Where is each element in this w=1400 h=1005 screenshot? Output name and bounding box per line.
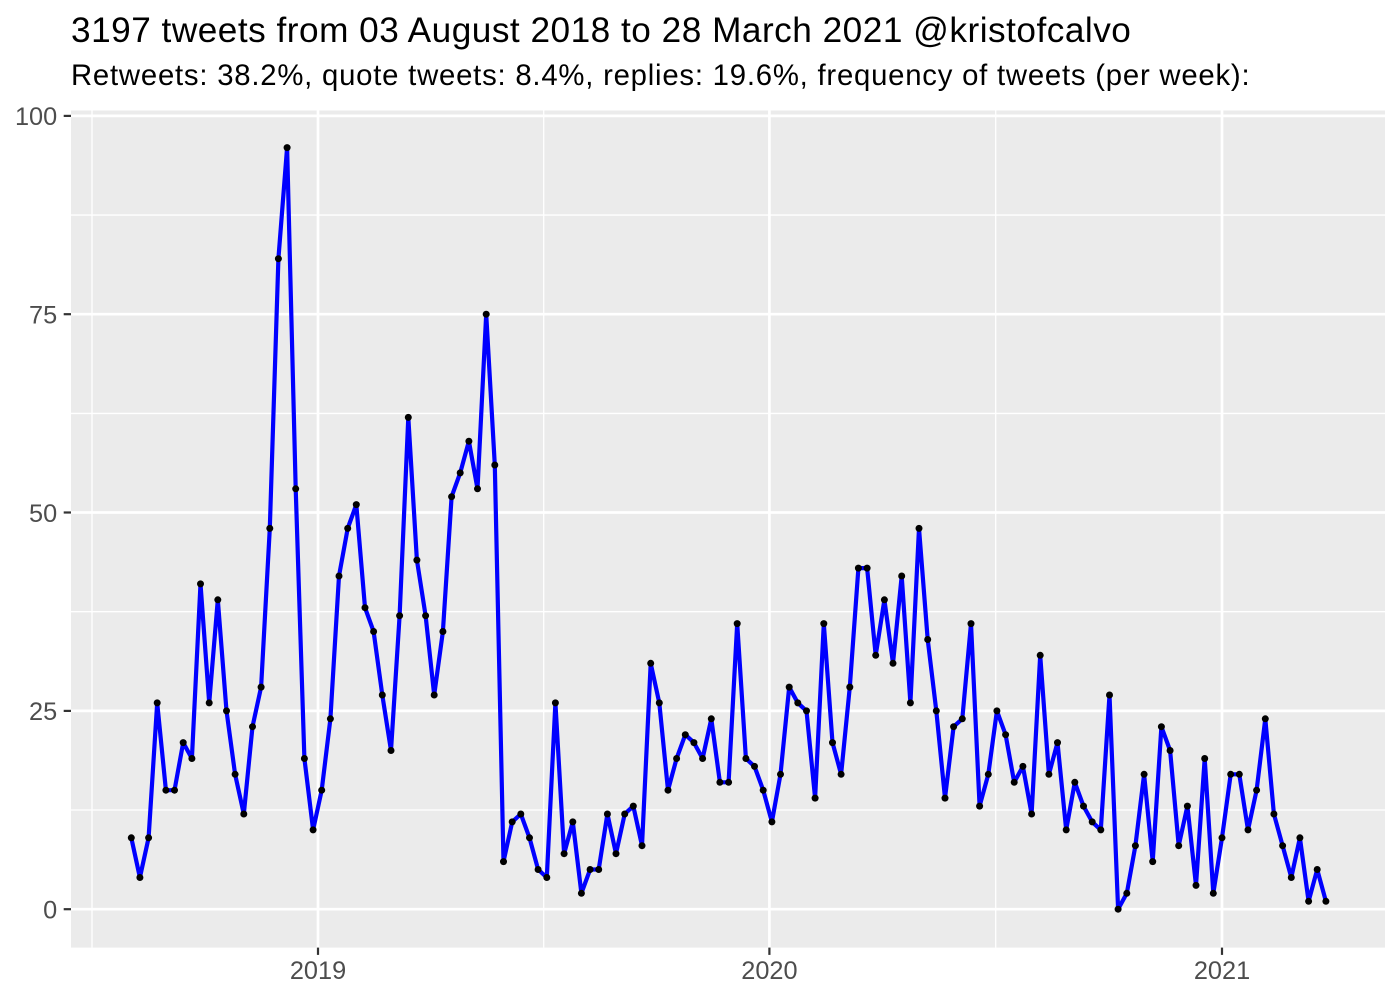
svg-text:3197 tweets from 03 August 201: 3197 tweets from 03 August 2018 to 28 Ma… (71, 11, 1131, 50)
svg-text:2021: 2021 (1194, 957, 1250, 985)
svg-text:25: 25 (29, 698, 57, 726)
svg-text:Retweets: 38.2%, quote tweets:: Retweets: 38.2%, quote tweets: 8.4%, rep… (71, 59, 1250, 92)
svg-text:75: 75 (29, 301, 57, 329)
svg-text:100: 100 (15, 103, 57, 131)
svg-text:0: 0 (43, 896, 57, 924)
svg-text:50: 50 (29, 500, 57, 528)
svg-text:2019: 2019 (290, 957, 346, 985)
svg-text:2020: 2020 (741, 957, 797, 985)
